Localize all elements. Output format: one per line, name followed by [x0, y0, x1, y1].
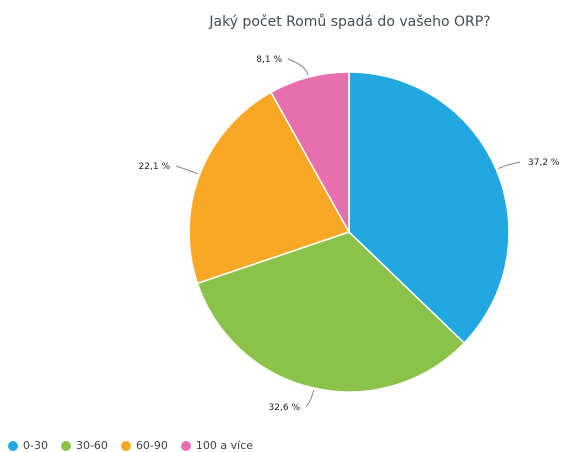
chart-title: Jaký počet Romů spadá do vašeho ORP? — [208, 14, 490, 30]
legend-label: 60-90 — [135, 439, 168, 452]
legend-swatch-icon — [60, 440, 71, 451]
legend-swatch-icon — [120, 440, 131, 451]
label-leaders — [175, 58, 521, 408]
pie-slice-100-a-více[interactable] — [270, 71, 350, 235]
pie-slice-60-90[interactable] — [188, 91, 351, 285]
leader-line — [287, 58, 309, 76]
legend-item[interactable]: 100 a více — [180, 439, 254, 452]
pie-slices — [188, 71, 510, 393]
legend-label: 30-60 — [75, 439, 108, 452]
legend-item[interactable]: 0-30 — [8, 439, 48, 452]
data-label: 32,6 % — [269, 403, 301, 413]
leader-line — [497, 161, 521, 170]
legend-label: 0-30 — [23, 439, 48, 452]
data-label: 37,2 % — [528, 158, 560, 168]
legend-swatch-icon — [8, 440, 18, 451]
leader-line — [305, 389, 315, 408]
legend-item[interactable]: 60-90 — [120, 439, 168, 452]
legend-label: 100 a více — [195, 439, 254, 452]
leader-line — [175, 165, 198, 175]
legend: 0-30 30-60 60-90 100 a více — [8, 439, 253, 452]
legend-swatch-icon — [180, 440, 191, 451]
data-labels: 37,2 % 32,6 % 22,1 % 8,1 % — [139, 55, 560, 413]
pie-slice-0-30[interactable] — [348, 71, 510, 345]
legend-item[interactable]: 30-60 — [60, 439, 108, 452]
pie-slice-30-60[interactable] — [196, 231, 466, 393]
data-label: 22,1 % — [139, 162, 171, 172]
data-label: 8,1 % — [256, 55, 282, 65]
